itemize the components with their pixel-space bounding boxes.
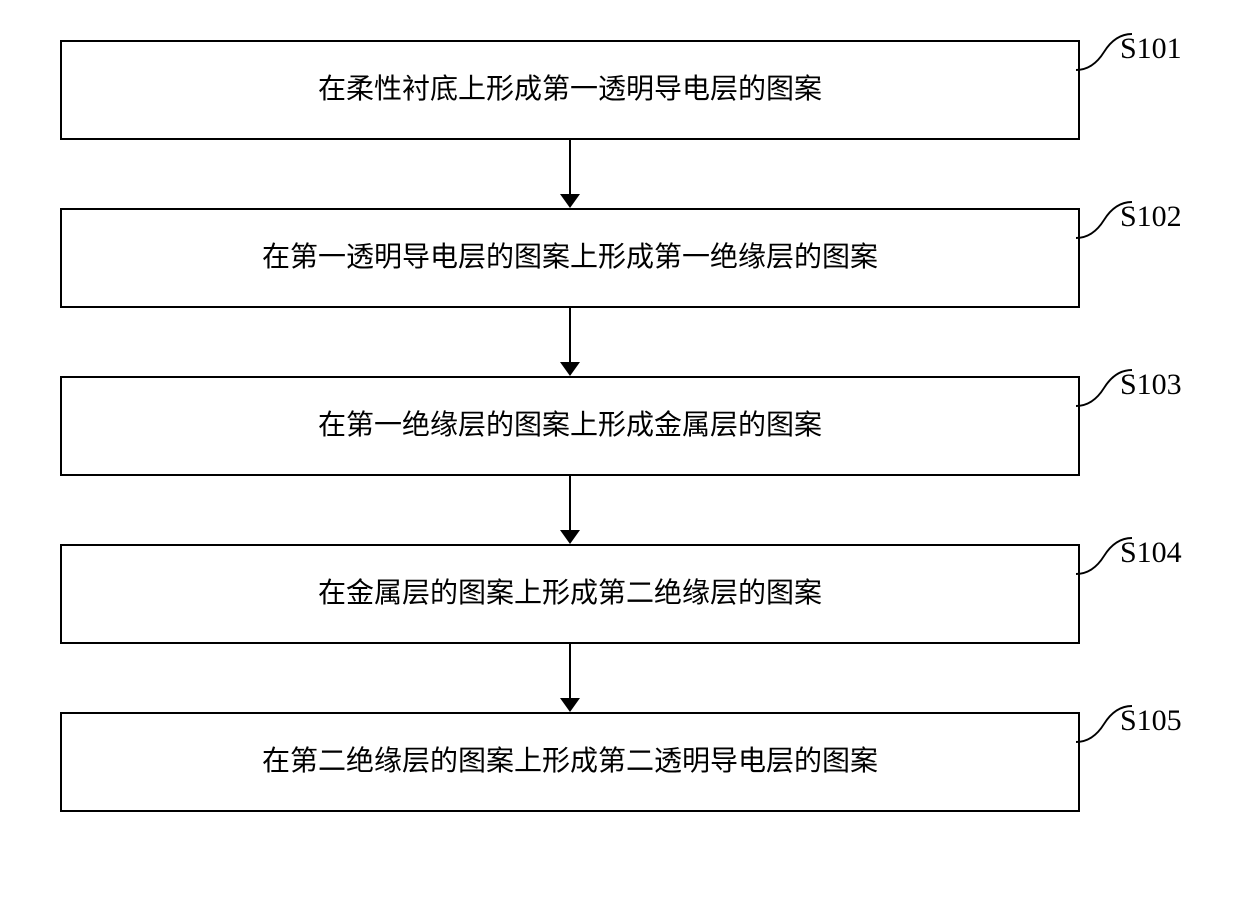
step-label: S101 xyxy=(1120,32,1182,66)
step-label: S104 xyxy=(1120,536,1182,570)
step-row: 在第一绝缘层的图案上形成金属层的图案 S103 xyxy=(60,376,1080,476)
step-row: 在第二绝缘层的图案上形成第二透明导电层的图案 S105 xyxy=(60,712,1080,812)
step-text: 在第一透明导电层的图案上形成第一绝缘层的图案 xyxy=(262,238,878,277)
arrow-connector xyxy=(560,308,580,376)
arrow-connector xyxy=(560,644,580,712)
step-box-2: 在第一透明导电层的图案上形成第一绝缘层的图案 xyxy=(60,208,1080,308)
step-box-4: 在金属层的图案上形成第二绝缘层的图案 xyxy=(60,544,1080,644)
step-box-1: 在柔性衬底上形成第一透明导电层的图案 xyxy=(60,40,1080,140)
step-label: S102 xyxy=(1120,200,1182,234)
step-row: 在柔性衬底上形成第一透明导电层的图案 S101 xyxy=(60,40,1080,140)
arrow-connector xyxy=(560,476,580,544)
step-row: 在第一透明导电层的图案上形成第一绝缘层的图案 S102 xyxy=(60,208,1080,308)
step-text: 在第二绝缘层的图案上形成第二透明导电层的图案 xyxy=(262,742,878,781)
flowchart-container: 在柔性衬底上形成第一透明导电层的图案 S101 在第一透明导电层的图案上形成第一… xyxy=(60,40,1080,812)
step-box-3: 在第一绝缘层的图案上形成金属层的图案 xyxy=(60,376,1080,476)
step-label: S105 xyxy=(1120,704,1182,738)
step-row: 在金属层的图案上形成第二绝缘层的图案 S104 xyxy=(60,544,1080,644)
step-text: 在金属层的图案上形成第二绝缘层的图案 xyxy=(318,574,822,613)
step-text: 在柔性衬底上形成第一透明导电层的图案 xyxy=(318,70,822,109)
step-text: 在第一绝缘层的图案上形成金属层的图案 xyxy=(318,406,822,445)
arrow-connector xyxy=(560,140,580,208)
step-label: S103 xyxy=(1120,368,1182,402)
step-box-5: 在第二绝缘层的图案上形成第二透明导电层的图案 xyxy=(60,712,1080,812)
